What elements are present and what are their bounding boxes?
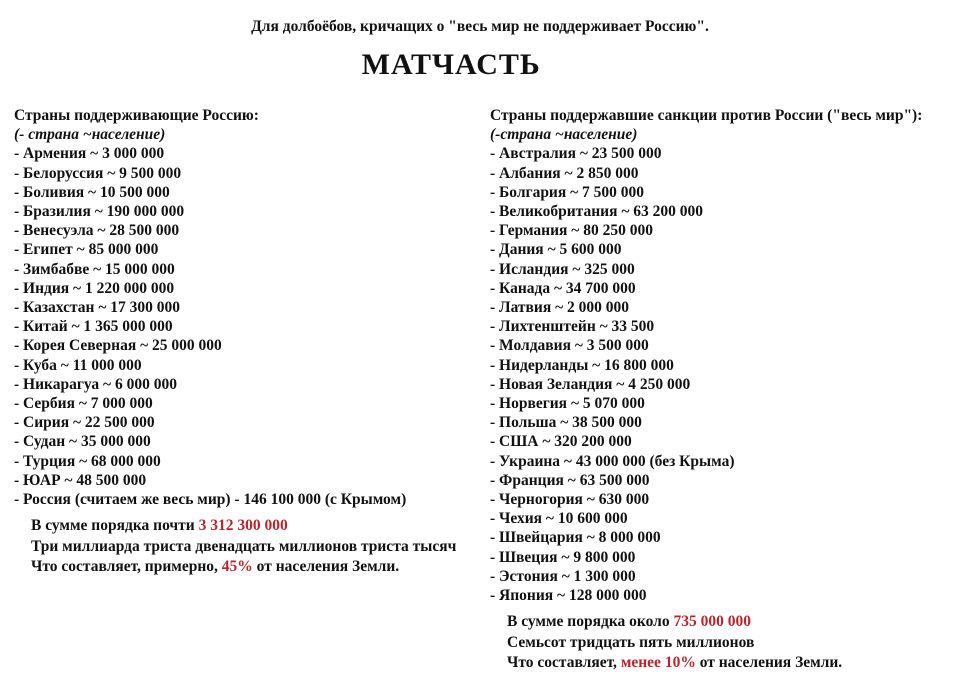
summary-text: Что составляет, примерно, [31, 558, 222, 576]
country-item: - Австралия ~ 23 500 000 [490, 145, 662, 163]
sanctioners-column: Страны поддержавшие санкции против Росси… [490, 106, 956, 674]
country-item: - Никарагуа ~ 6 000 000 [14, 375, 177, 393]
sanctioners-header: Страны поддержавшие санкции против Росси… [490, 107, 923, 124]
country-item: - Индия ~ 1 220 000 000 [14, 279, 175, 297]
supporters-country-list: - Армения ~ 3 000 000- Белоруссия ~ 9 50… [14, 144, 480, 509]
sanctioners-note: (-страна ~население) [490, 126, 638, 144]
country-item: - Чехия ~ 10 600 000 [490, 510, 628, 528]
country-item: - Новая Зеландия ~ 4 250 000 [490, 375, 691, 393]
summary-text: Что составляет, [507, 654, 621, 672]
summary-line: Что составляет, менее 10% от населения З… [507, 653, 956, 674]
summary-text: от населения Земли. [252, 558, 400, 576]
sanctioners-country-list: - Австралия ~ 23 500 000- Албания ~ 2 85… [490, 144, 956, 605]
country-item: - Зимбабве ~ 15 000 000 [14, 260, 175, 278]
summary-line: В сумме порядка почти 3 312 300 000 [31, 516, 480, 537]
country-item: - Молдавия ~ 3 500 000 [490, 337, 649, 355]
summary-text: от населения Земли. [695, 654, 843, 672]
country-item: - Албания ~ 2 850 000 [490, 164, 639, 182]
supporters-header: Страны поддерживающие Россию: [14, 107, 259, 124]
country-item: - Норвегия ~ 5 070 000 [490, 395, 645, 413]
country-item: - Египет ~ 85 000 000 [14, 241, 159, 259]
summary-highlight: 735 000 000 [673, 613, 752, 631]
country-item: - Китай ~ 1 365 000 000 [14, 318, 173, 336]
country-item: - Белоруссия ~ 9 500 000 [14, 164, 182, 182]
country-item: - Корея Северная ~ 25 000 000 [14, 337, 222, 355]
summary-text: В сумме порядка почти [31, 517, 199, 535]
summary-line: Что составляет, примерно, 45% от населен… [31, 557, 480, 578]
summary-highlight: 3 312 300 000 [198, 517, 288, 535]
country-item: - Черногория ~ 630 000 [490, 491, 650, 509]
page-title: МАТЧАСТЬ [361, 48, 541, 81]
country-item: - Нидерланды ~ 16 800 000 [490, 356, 674, 374]
country-item: - Судан ~ 35 000 000 [14, 433, 151, 451]
country-item: - Польша ~ 38 500 000 [490, 414, 642, 432]
country-item: - Сербия ~ 7 000 000 [14, 395, 153, 413]
summary-line: В сумме порядка около 735 000 000 [507, 612, 956, 633]
country-item: - Боливия ~ 10 500 000 [14, 183, 170, 201]
country-item: - Франция ~ 63 500 000 [490, 471, 650, 489]
country-item: - Латвия ~ 2 000 000 [490, 299, 630, 317]
country-item: - Дания ~ 5 600 000 [490, 241, 622, 259]
country-item: - Турция ~ 68 000 000 [14, 452, 161, 470]
summary-line: Три миллиарда триста двенадцать миллионо… [31, 537, 480, 558]
country-item: - Сирия ~ 22 500 000 [14, 414, 155, 432]
country-item: - Япония ~ 128 000 000 [490, 587, 647, 605]
country-item: - США ~ 320 200 000 [490, 433, 632, 451]
country-item: - Бразилия ~ 190 000 000 [14, 203, 185, 221]
country-item: - Казахстан ~ 17 300 000 [14, 299, 181, 317]
country-item: - Болгария ~ 7 500 000 [490, 183, 645, 201]
country-item: - Эстония ~ 1 300 000 [490, 567, 636, 585]
country-item: - ЮАР ~ 48 500 000 [14, 471, 147, 489]
sanctioners-summary: В сумме порядка около 735 000 000 Семьсо… [490, 612, 956, 674]
supporters-summary: В сумме порядка почти 3 312 300 000 Три … [14, 516, 480, 578]
country-item: - Армения ~ 3 000 000 [14, 145, 165, 163]
country-item: - Германия ~ 80 250 000 [490, 222, 653, 240]
summary-line: Семьсот тридцать пять миллионов [507, 633, 956, 654]
country-item: - Лихтенштейн ~ 33 500 [490, 318, 655, 336]
summary-highlight: менее 10% [620, 654, 696, 672]
summary-text: Три миллиарда триста двенадцать миллионо… [31, 537, 457, 555]
country-item: - Куба ~ 11 000 000 [14, 356, 142, 374]
supporters-note: (- страна ~население) [14, 126, 166, 144]
summary-highlight: 45% [221, 558, 253, 576]
supporters-column: Страны поддерживающие Россию: (- страна … [14, 106, 480, 578]
country-item: - Украина ~ 43 000 000 (без Крыма) [490, 452, 735, 470]
country-item: - Исландия ~ 325 000 [490, 260, 635, 278]
summary-text: В сумме порядка около [507, 613, 674, 631]
country-item: - Венесуэла ~ 28 500 000 [14, 222, 180, 240]
country-item: - Великобритания ~ 63 200 000 [490, 203, 704, 221]
summary-text: Семьсот тридцать пять миллионов [507, 633, 755, 651]
country-item: - Россия (считаем же весь мир) - 146 100… [14, 491, 407, 509]
country-item: - Швеция ~ 9 800 000 [490, 548, 636, 566]
country-item: - Канада ~ 34 700 000 [490, 279, 636, 297]
country-item: - Швейцария ~ 8 000 000 [490, 529, 661, 547]
page-subtitle: Для долбоёбов, кричащих о "весь мир не п… [251, 18, 709, 35]
